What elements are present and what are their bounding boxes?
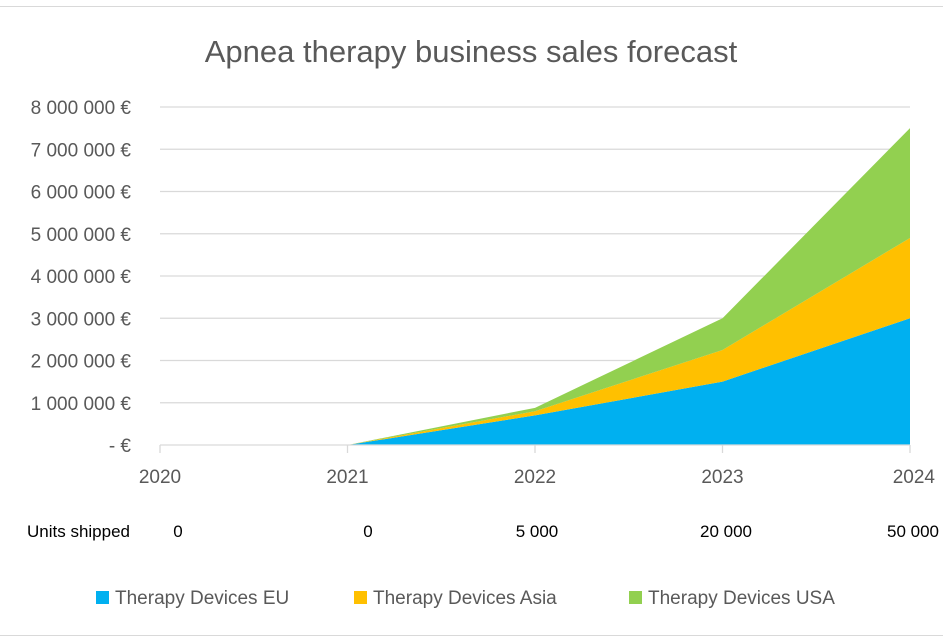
y-tick-label: 2 000 000 € <box>31 352 132 373</box>
y-axis-ticks: - € 1 000 000 € 2 000 000 € 3 000 000 € 4 00… <box>31 98 132 457</box>
units-shipped-label: Units shipped <box>27 522 130 541</box>
y-tick-label: 3 000 000 € <box>31 309 132 330</box>
units-shipped-value: 5 000 <box>516 522 559 541</box>
y-tick-label: 1 000 000 € <box>31 394 132 415</box>
area-series-0 <box>347 318 910 445</box>
units-shipped-value: 0 <box>173 522 182 541</box>
y-tick-label: 5 000 000 € <box>31 225 132 246</box>
plot-areas <box>347 128 910 445</box>
x-axis-ticks: 2020 2021 2022 2023 2024 <box>139 445 936 488</box>
legend-swatch <box>96 591 109 604</box>
legend: Therapy Devices EU Therapy Devices Asia Th… <box>96 588 835 609</box>
x-tick-label: 2023 <box>701 467 743 488</box>
area-series-2 <box>347 128 910 445</box>
units-shipped-values: 0 0 5 000 20 000 50 000 <box>173 522 939 541</box>
area-series-1 <box>347 237 910 445</box>
x-tick-label: 2021 <box>326 467 368 488</box>
legend-swatch <box>354 591 367 604</box>
legend-swatch <box>629 591 642 604</box>
legend-label: Therapy Devices USA <box>648 588 835 609</box>
chart-frame <box>0 6 943 636</box>
units-shipped-value: 0 <box>363 522 372 541</box>
y-tick-label: - € <box>109 436 132 457</box>
x-tick-label: 2024 <box>893 467 936 488</box>
legend-label: Therapy Devices Asia <box>373 588 557 609</box>
y-tick-label: 8 000 000 € <box>31 98 132 119</box>
y-tick-label: 4 000 000 € <box>31 267 132 288</box>
legend-label: Therapy Devices EU <box>115 588 289 609</box>
units-shipped-value: 50 000 <box>887 522 939 541</box>
y-tick-label: 6 000 000 € <box>31 183 132 204</box>
chart-title: Apnea therapy business sales forecast <box>205 34 738 69</box>
y-tick-label: 7 000 000 € <box>31 140 132 161</box>
units-shipped-value: 20 000 <box>700 522 752 541</box>
x-tick-label: 2022 <box>514 467 556 488</box>
x-tick-label: 2020 <box>139 467 181 488</box>
